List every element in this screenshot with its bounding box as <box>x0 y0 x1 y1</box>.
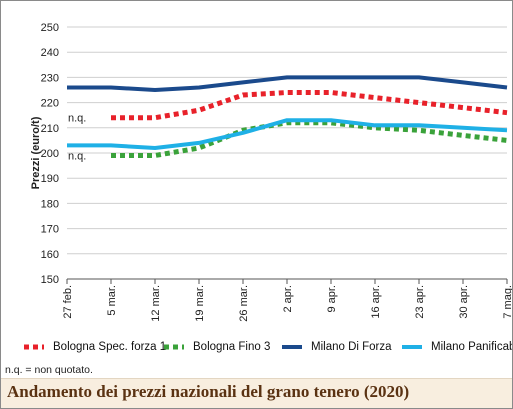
legend-label: Bologna Spec. forza 1 <box>53 341 167 353</box>
y-tick-label: 150 <box>41 274 59 286</box>
series-line <box>67 75 508 92</box>
legend-swatch <box>164 344 184 350</box>
y-tick-label: 250 <box>41 22 59 34</box>
y-tick-label: 170 <box>41 224 59 236</box>
y-tick-label: 210 <box>41 123 59 135</box>
x-tick-label: 5 mar. <box>106 285 118 316</box>
line-chart: 150 160 170 180 190 200 210 220 230 240 250 27 feb… <box>30 22 512 322</box>
legend-label: Milano Panificabile <box>431 341 512 353</box>
x-tick-label: 19 mar. <box>194 285 206 322</box>
series-line <box>111 90 508 121</box>
legend-item: Milano Panificabile <box>401 341 512 353</box>
x-tick-label: 30 apr. <box>458 285 470 319</box>
x-tick-label: 23 apr. <box>414 285 426 319</box>
y-tick-label: 220 <box>41 98 59 110</box>
footnote: n.q. = non quotato. <box>5 364 93 376</box>
legend: Bologna Spec. forza 1 Bologna Fino 3 Milan… <box>1 341 512 361</box>
y-tick-label: 200 <box>41 148 59 160</box>
y-tick-label: 190 <box>41 173 59 185</box>
y-tick-label: 230 <box>41 72 59 84</box>
legend-swatch <box>24 344 44 350</box>
y-tick-label: 240 <box>41 47 59 59</box>
nq-annotation: n.q. <box>68 113 86 125</box>
x-tick-label: 9 apr. <box>326 285 338 313</box>
legend-swatch <box>282 345 302 349</box>
x-tick-label: 2 apr. <box>282 285 294 313</box>
legend-swatch <box>402 345 422 349</box>
series-line <box>111 120 508 158</box>
series-line <box>67 118 508 150</box>
nq-annotation: n.q. <box>68 151 86 163</box>
y-axis-label: Prezzi (euro/t) <box>30 116 42 189</box>
x-tick-label: 16 apr. <box>370 285 382 319</box>
legend-label: Bologna Fino 3 <box>193 341 271 353</box>
legend-item: Bologna Spec. forza 1 <box>23 341 166 353</box>
y-tick-label: 160 <box>41 249 59 261</box>
x-tick-label: 12 mar. <box>150 285 162 322</box>
x-tick-label: 27 feb. <box>62 285 74 319</box>
legend-item: Bologna Fino 3 <box>163 341 270 353</box>
y-tick-label: 180 <box>41 198 59 210</box>
chart-title: Andamento dei prezzi nazionali del grano… <box>7 382 410 401</box>
legend-label: Milano Di Forza <box>311 341 392 353</box>
x-tick-label: 7 mag. <box>502 285 512 319</box>
legend-item: Milano Di Forza <box>281 341 392 353</box>
title-bar: Andamento dei prezzi nazionali del grano… <box>1 378 512 408</box>
x-tick-label: 26 mar. <box>238 285 250 322</box>
